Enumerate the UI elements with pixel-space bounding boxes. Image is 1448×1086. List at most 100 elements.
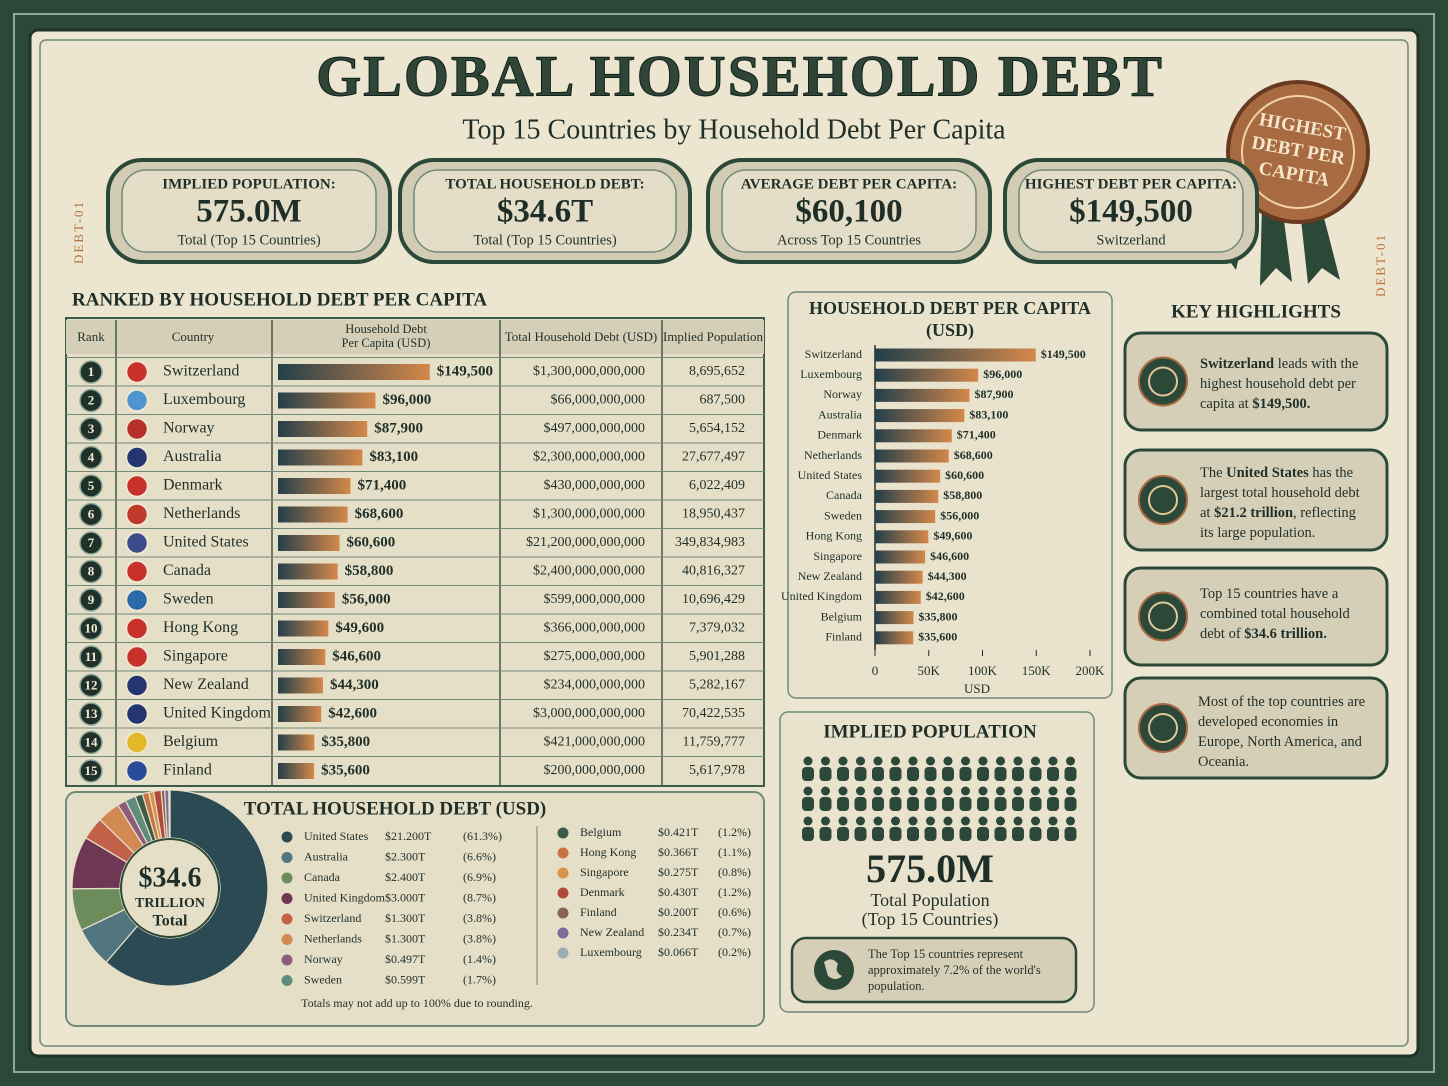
rank: 12: [85, 677, 98, 692]
table-title: RANKED BY HOUSEHOLD DEBT PER CAPITA: [72, 289, 487, 310]
legend-share: (1.4%): [463, 952, 496, 966]
person-head: [1066, 786, 1075, 796]
highlight-card: [1123, 448, 1389, 552]
bar: [875, 590, 921, 604]
column-header: Household Debt: [345, 322, 427, 336]
total-debt: $2,300,000,000,000: [533, 450, 645, 465]
legend-label: Belgium: [580, 825, 622, 839]
center-label: Total: [153, 913, 189, 930]
bar: [875, 368, 979, 382]
total-debt: $497,000,000,000: [544, 421, 646, 436]
per-capita: $44,300: [330, 677, 379, 693]
flag: [125, 674, 149, 697]
y-tick-label: Luxembourg: [800, 367, 862, 381]
rank-badge: [79, 559, 103, 584]
person-head: [961, 816, 970, 826]
y-tick-label: Belgium: [821, 609, 863, 623]
rank: 15: [85, 763, 99, 778]
person-body: [1029, 767, 1042, 781]
rank: 6: [88, 506, 95, 521]
badge: [1226, 80, 1370, 224]
per-capita: $60,600: [347, 534, 396, 550]
population-title: IMPLIED POPULATION: [823, 721, 1037, 742]
person-body: [959, 797, 972, 811]
person-body: [802, 797, 814, 811]
bar: [875, 449, 949, 463]
rank: 10: [85, 620, 98, 635]
total-debt: $200,000,000,000: [544, 763, 646, 778]
country: Luxembourg: [163, 391, 245, 408]
value-label: $49,600: [933, 529, 972, 543]
rank-badge: [79, 502, 103, 527]
legend-label: United States: [304, 829, 369, 843]
person-head: [978, 756, 988, 766]
person-head: [978, 786, 988, 796]
population: 349,834,983: [675, 535, 745, 550]
legend-swatch: [281, 831, 293, 843]
highlight-card: [1123, 566, 1389, 667]
person-body: [1047, 767, 1059, 781]
stat-value: $149,500: [1069, 194, 1193, 230]
person-body: [1012, 827, 1024, 841]
legend-swatch: [281, 934, 293, 945]
total-debt: $430,000,000,000: [544, 478, 646, 493]
highlight-part: , reflecting its large population.: [1200, 505, 1356, 541]
legend-share: (6.9%): [463, 870, 496, 884]
legend-swatch: [557, 827, 569, 839]
person-head: [996, 786, 1005, 796]
value-label: $35,800: [918, 609, 957, 623]
person-body: [872, 797, 884, 811]
person-head: [821, 786, 830, 796]
legend-value: $3.000T: [385, 890, 426, 904]
table-panel: [65, 317, 765, 787]
legend-swatch: [281, 872, 293, 884]
table-bar: [278, 649, 326, 665]
bar: [875, 611, 914, 625]
person-head: [1048, 786, 1058, 796]
legend-share: (0.8%): [718, 865, 751, 879]
table-bar: [278, 620, 329, 637]
population: 5,617,978: [689, 763, 745, 778]
y-tick-label: Denmark: [817, 428, 862, 442]
person-head: [1013, 756, 1023, 766]
person-body: [889, 767, 902, 781]
flag: [125, 588, 149, 612]
person-body: [1064, 827, 1077, 841]
legend-label: Canada: [304, 870, 341, 884]
flag: [125, 617, 149, 640]
legend-swatch: [557, 947, 569, 959]
value-label: $87,900: [974, 387, 1013, 401]
person-body: [1029, 827, 1042, 841]
population: 10,696,429: [682, 592, 745, 607]
country: United Kingdom: [163, 705, 272, 722]
stat-note: Total (Top 15 Countries): [177, 232, 321, 248]
stat-label: TOTAL HOUSEHOLD DEBT:: [445, 176, 644, 192]
stat-card-inner: [721, 169, 977, 253]
rank: 7: [88, 535, 95, 550]
rank: 3: [88, 421, 95, 436]
table-header: [66, 320, 764, 354]
population: 5,282,167: [689, 678, 745, 693]
table-bar: [278, 364, 430, 380]
rank-badge: [79, 730, 103, 755]
table-bar: [278, 563, 338, 580]
highlight-part: $34.6 trillion.: [1244, 626, 1327, 642]
y-tick-label: United Kingdom: [781, 589, 863, 603]
legend-share: (1.2%): [718, 885, 751, 899]
bar: [875, 631, 914, 645]
bar: [875, 489, 939, 503]
total-debt: $421,000,000,000: [544, 735, 646, 750]
population-sublabel: (Top 15 Countries): [862, 909, 999, 930]
value-label: $83,100: [969, 407, 1008, 421]
person-body: [907, 827, 919, 841]
table-bar: [278, 392, 376, 409]
highlight-part: $149,500.: [1252, 396, 1311, 412]
person-body: [994, 767, 1007, 781]
total-debt: $1,300,000,000,000: [533, 507, 645, 522]
rank-badge: [79, 759, 103, 783]
person-body: [889, 797, 902, 811]
badge-ring: [1241, 95, 1355, 209]
per-capita: $42,600: [328, 705, 377, 721]
bar: [875, 429, 952, 443]
rank: 11: [85, 649, 97, 664]
